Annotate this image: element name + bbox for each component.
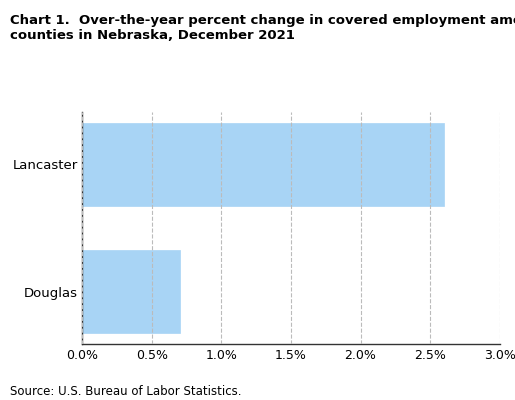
Bar	[82, 250, 180, 334]
Text: Chart 1.  Over-the-year percent change in covered employment among the largest
c: Chart 1. Over-the-year percent change in…	[10, 14, 515, 42]
Bar	[82, 122, 444, 206]
Text: Source: U.S. Bureau of Labor Statistics.: Source: U.S. Bureau of Labor Statistics.	[10, 385, 242, 398]
